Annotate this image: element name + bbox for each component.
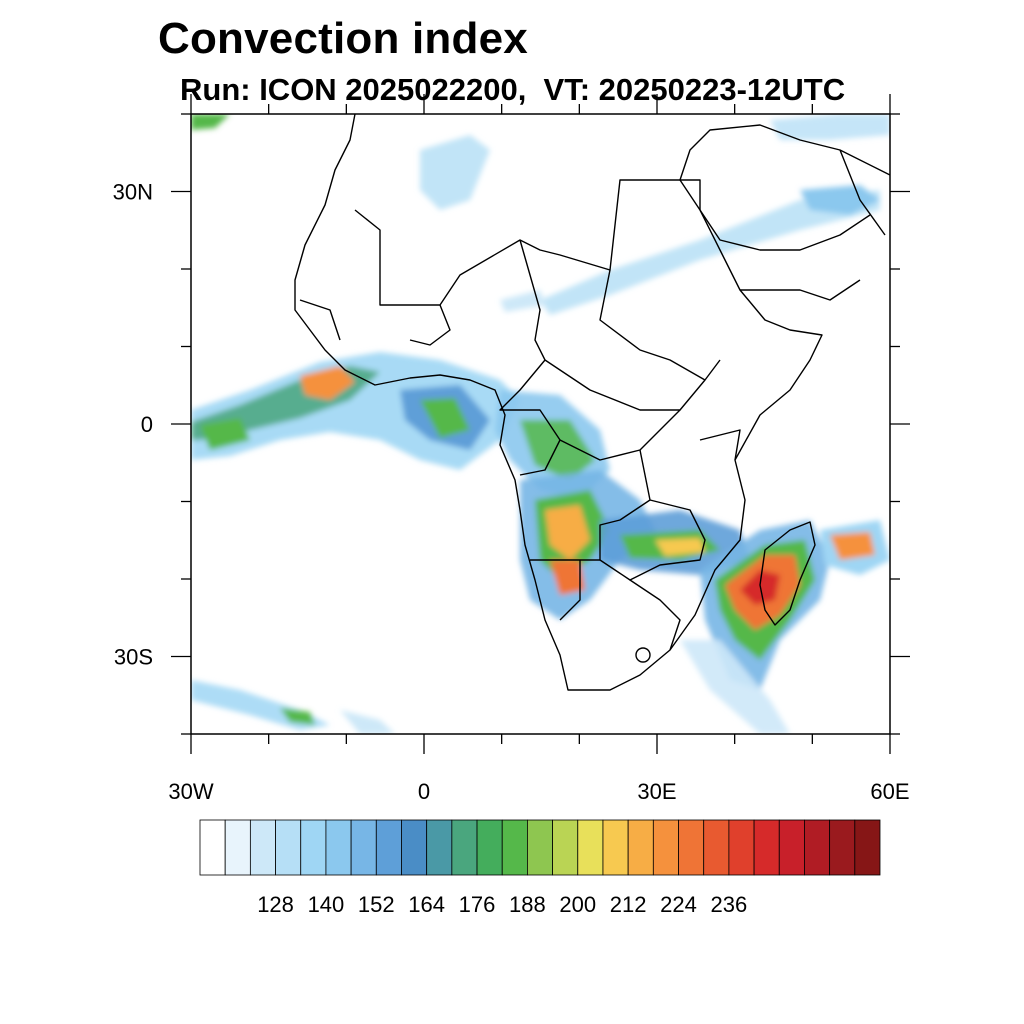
colorbar-label: 164 [408,892,445,917]
colorbar-swatch [854,819,881,876]
colorbar-swatch [627,819,654,876]
colorbar-label: 224 [660,892,697,917]
colorbar-swatch [602,819,629,876]
lat-tick-label: 30S [114,645,153,670]
lat-tick-label: 0 [141,412,153,437]
colorbar-swatch [778,819,805,876]
colorbar-swatch [678,819,705,876]
lon-tick-label: 0 [418,779,430,804]
colorbar-label: 176 [459,892,496,917]
colorbar-swatch [375,819,402,876]
colorbar-swatch [224,819,251,876]
colorbar-label: 128 [257,892,294,917]
coastlines [294,114,890,691]
colorbar-swatch [753,819,780,876]
map-title: Convection index [158,14,528,63]
colorbar-label: 188 [509,892,546,917]
colorbar-swatch [300,819,327,876]
colorbar-swatch [249,819,276,876]
lat-tick-label: 30N [113,180,153,205]
colorbar-swatch [350,819,377,876]
colorbar-label: 236 [711,892,748,917]
colorbar-labels: 128 140 152 164 176 188 200 212 224 236 [257,892,747,917]
colorbar-label: 212 [610,892,647,917]
colorbar-swatch [552,819,579,876]
colorbar-swatch [804,819,831,876]
colorbar-swatch [728,819,755,876]
colorbar-swatch [501,819,528,876]
colorbar-swatch [829,819,856,876]
colorbar-swatch [451,819,478,876]
map-ticks [171,94,910,754]
lon-tick-label: 30E [637,779,676,804]
colorbar-swatch [199,819,226,876]
colorbar-swatch [703,819,730,876]
colorbar-swatch [527,819,553,876]
convection-field [191,114,890,734]
colorbar-swatch [325,819,352,876]
map-tick-labels: 30N 0 30S 30W 0 30E 60E [113,180,910,805]
colorbar-swatch [476,819,503,876]
lon-tick-label: 60E [870,779,909,804]
colorbar-swatch [577,819,604,876]
map-subtitle: Run: ICON 2025022200, VT: 20250223-12UTC [180,72,846,107]
colorbar-swatch [426,819,453,876]
colorbar-label: 200 [559,892,596,917]
colorbar-label: 140 [308,892,345,917]
colorbar-swatch [652,819,679,876]
colorbar-label: 152 [358,892,395,917]
colorbar-swatch [275,819,302,876]
colorbar [199,819,881,876]
lon-tick-label: 30W [168,779,213,804]
colorbar-swatch [401,819,428,876]
